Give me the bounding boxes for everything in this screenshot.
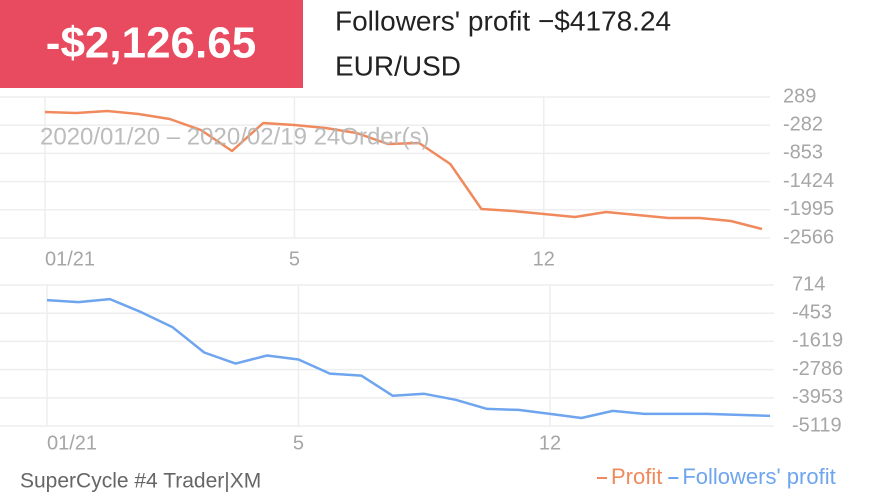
y-tick-label: -453 [792,301,832,323]
series-line [46,297,771,420]
period: 2020/01/20 – 2020/02/19 24Order(s) [40,123,430,150]
symbol: EUR/USD [335,50,461,81]
x-tick-label: 12 [539,432,561,454]
legend-label: Followers' profit [682,464,835,489]
charts: 289 -282 -853 -1424 -1995 -2566 01/21 5 12 714 -45… [0,85,843,454]
y-tick-label: -1995 [783,198,834,220]
x-tick-label: 01/21 [45,248,95,270]
y-tick-label: 289 [783,85,816,107]
title: Followers' profit −$4178.24 [335,5,671,36]
y-tick-label: -853 [783,142,823,164]
series-line [44,109,763,231]
footer: SuperCycle #4 Trader|XM [20,470,261,493]
x-tick-label: 5 [289,248,300,270]
y-tick-label: -2566 [783,226,834,248]
x-tick-label: 12 [533,248,555,270]
x-tick-label: 01/21 [47,432,97,454]
value-badge [0,0,303,88]
profit-value: -$2,126.65 [46,19,256,68]
y-tick-label: -5119 [792,414,842,436]
y-tick-label: -282 [783,113,823,135]
y-tick-label: -3953 [792,386,843,408]
y-tick-label: -2786 [792,358,843,380]
y-tick-label: -1424 [783,170,834,192]
x-tick-label: 5 [293,432,304,454]
legend-label: Profit [611,464,662,489]
legend: Profit Followers' profit [597,464,836,489]
y-tick-label: -1619 [792,330,843,352]
y-tick-label: 714 [792,273,825,295]
